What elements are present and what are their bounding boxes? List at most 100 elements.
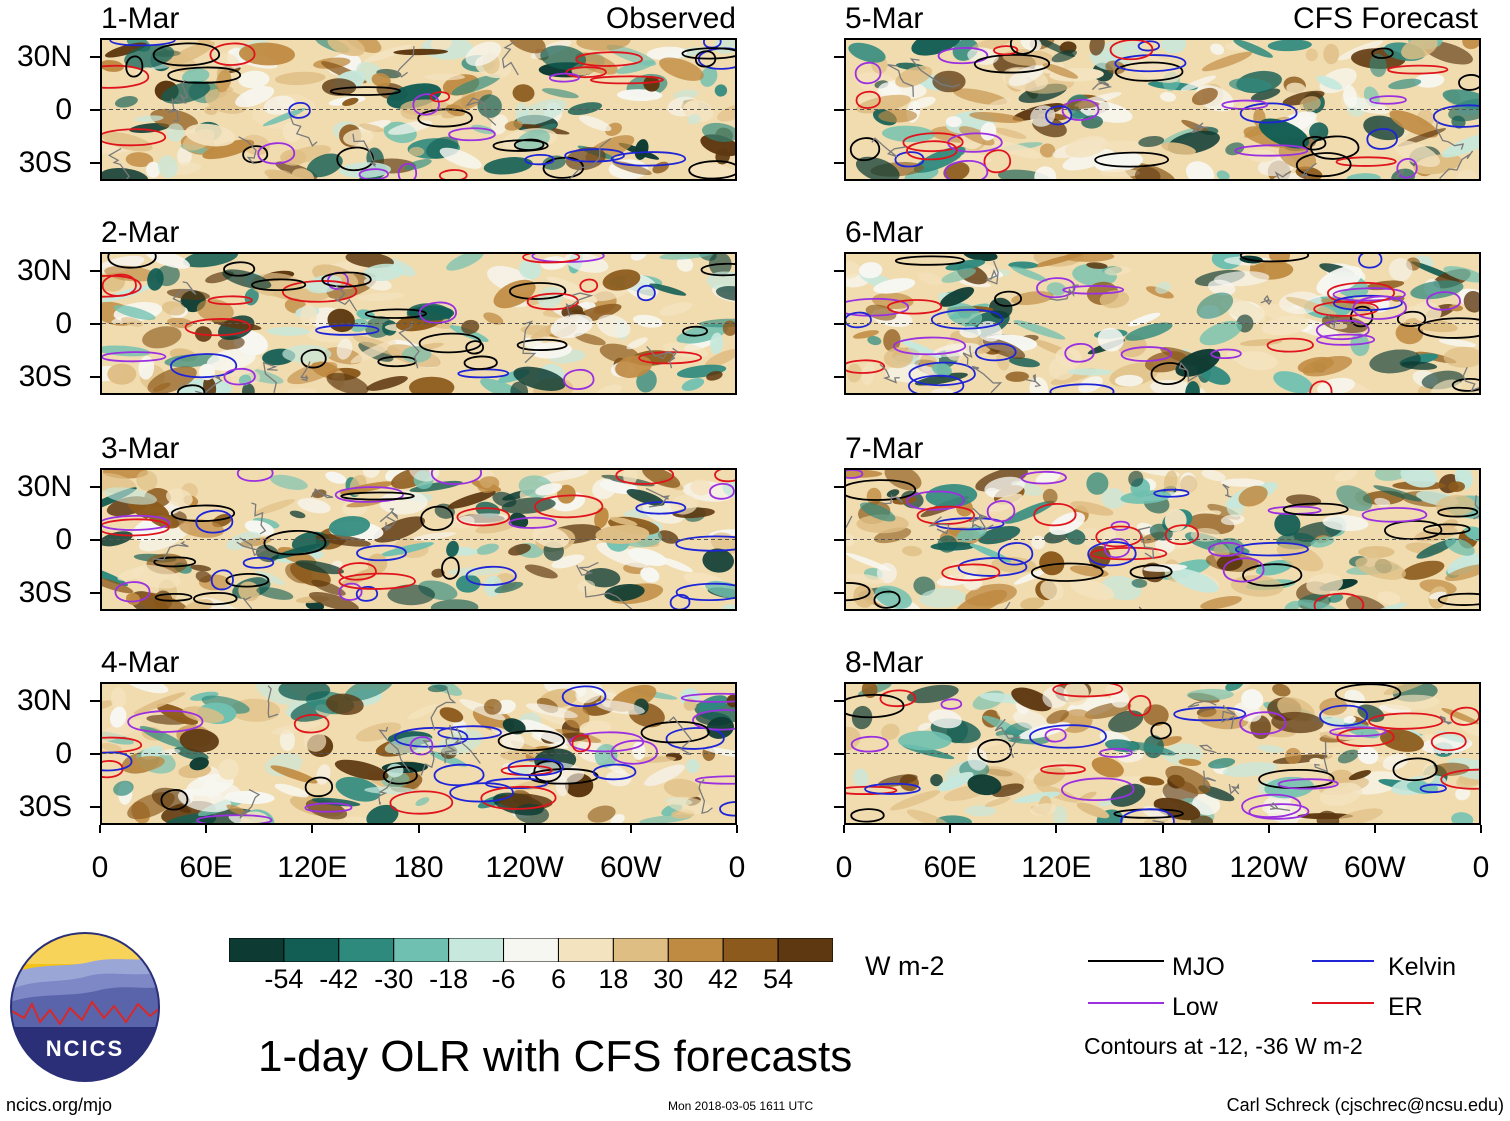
olr-anomaly-blob [114, 96, 138, 108]
olr-anomaly-blob [1373, 485, 1423, 502]
olr-anomaly-blob [882, 125, 935, 143]
olr-anomaly-blob [993, 127, 1027, 139]
olr-anomaly-blob [1456, 169, 1478, 179]
olr-anomaly-blob [407, 704, 438, 720]
olr-anomaly-blob [640, 567, 660, 583]
contour-kelvin [957, 557, 1028, 577]
olr-anomaly-blob [1155, 281, 1171, 294]
contour-mjo [1302, 136, 1327, 151]
olr-anomaly-blob [415, 797, 430, 806]
olr-anomaly-blob [532, 526, 570, 548]
olr-anomaly-blob [1101, 487, 1126, 509]
contour-mjo [304, 776, 334, 798]
colorbar-swatch [557, 937, 614, 963]
olr-anomaly-blob [516, 98, 567, 126]
olr-anomaly-blob [295, 560, 345, 575]
coastline [238, 136, 257, 165]
olr-anomaly-blob [917, 722, 932, 731]
olr-anomaly-blob [262, 108, 306, 127]
olr-anomaly-blob [327, 40, 365, 57]
olr-anomaly-blob [701, 746, 735, 759]
olr-anomaly-blob [447, 490, 496, 509]
olr-anomaly-blob [1114, 374, 1144, 387]
lat-label: 30S [18, 360, 72, 393]
olr-anomaly-blob [1336, 485, 1373, 512]
olr-anomaly-blob [946, 303, 983, 327]
olr-anomaly-blob [325, 693, 364, 716]
contour-mjo [1150, 362, 1187, 386]
contour-low [409, 736, 434, 756]
legend-er-label: ER [1388, 993, 1423, 1021]
contour-low [334, 486, 404, 503]
legend-kelvin-label: Kelvin [1388, 953, 1457, 981]
lon-tick [843, 825, 845, 833]
contour-low [854, 61, 882, 85]
coastline [928, 516, 950, 535]
olr-anomaly-blob [1011, 687, 1053, 712]
olr-anomaly-blob [1201, 470, 1226, 482]
olr-anomaly-blob [616, 60, 655, 74]
olr-anomaly-blob [1445, 537, 1475, 556]
olr-anomaly-blob [1063, 254, 1115, 262]
coastline [1394, 168, 1404, 179]
olr-anomaly-blob [914, 372, 968, 386]
coastline [1191, 122, 1209, 134]
legend-line-er [1312, 1002, 1374, 1004]
olr-anomaly-blob [876, 562, 897, 584]
contour-mjo [1309, 135, 1360, 160]
contour-er [281, 280, 358, 303]
olr-anomaly-blob [1072, 263, 1118, 287]
olr-anomaly-blob [336, 338, 353, 360]
coastline [887, 64, 914, 97]
contour-mjo [242, 145, 269, 164]
olr-anomaly-blob [1343, 721, 1380, 739]
website-link[interactable]: ncics.org/mjo [6, 1095, 113, 1115]
olr-anomaly-blob [1228, 77, 1272, 93]
contour-kelvin [242, 556, 275, 569]
contour-low [257, 142, 296, 165]
olr-anomaly-blob [1030, 803, 1057, 816]
olr-anomaly-blob [1029, 377, 1049, 393]
lon-label: 0 [728, 851, 746, 884]
olr-anomaly-blob [134, 115, 164, 123]
olr-anomaly-blob [722, 604, 735, 609]
olr-anomaly-blob [1286, 82, 1306, 95]
contour-er [906, 140, 958, 161]
lat-tick [90, 108, 100, 111]
olr-anomaly-blob [1393, 140, 1440, 167]
contour-kelvin [109, 40, 176, 47]
olr-anomaly-blob [873, 278, 916, 294]
lat-tick [90, 162, 100, 164]
olr-anomaly-blob [1380, 729, 1424, 752]
olr-anomaly-blob [595, 700, 645, 715]
contour-er [902, 132, 964, 153]
olr-anomaly-blob [285, 388, 317, 393]
lon-label: 0 [91, 851, 109, 884]
olr-anomaly-blob [861, 684, 878, 699]
contour-kelvin [864, 782, 921, 795]
olr-anomaly-blob [1191, 87, 1218, 106]
contour-low [944, 160, 989, 179]
olr-anomaly-blob [594, 384, 622, 393]
observed-map-3 [100, 468, 737, 611]
olr-anomaly-blob [274, 783, 309, 798]
olr-anomaly-blob [476, 543, 499, 555]
olr-anomaly-blob [1376, 591, 1401, 605]
lon-tick [1267, 825, 1270, 833]
olr-anomaly-blob [1445, 564, 1479, 582]
olr-anomaly-blob [430, 599, 479, 609]
contour-er [1128, 694, 1152, 717]
olr-anomaly-blob [1382, 753, 1409, 771]
contour-er [1266, 337, 1314, 353]
contour-low [114, 581, 151, 603]
contour-low [1103, 538, 1131, 559]
olr-anomaly-blob [687, 114, 701, 125]
olr-anomaly-blob [1448, 481, 1465, 493]
contour-er [1052, 684, 1124, 698]
lat-tick [834, 162, 844, 164]
lat-label: 0 [55, 306, 72, 340]
coastline [846, 515, 853, 529]
olr-anomaly-blob [1097, 327, 1124, 352]
olr-anomaly-blob [427, 684, 448, 693]
olr-anomaly-blob [666, 796, 712, 815]
